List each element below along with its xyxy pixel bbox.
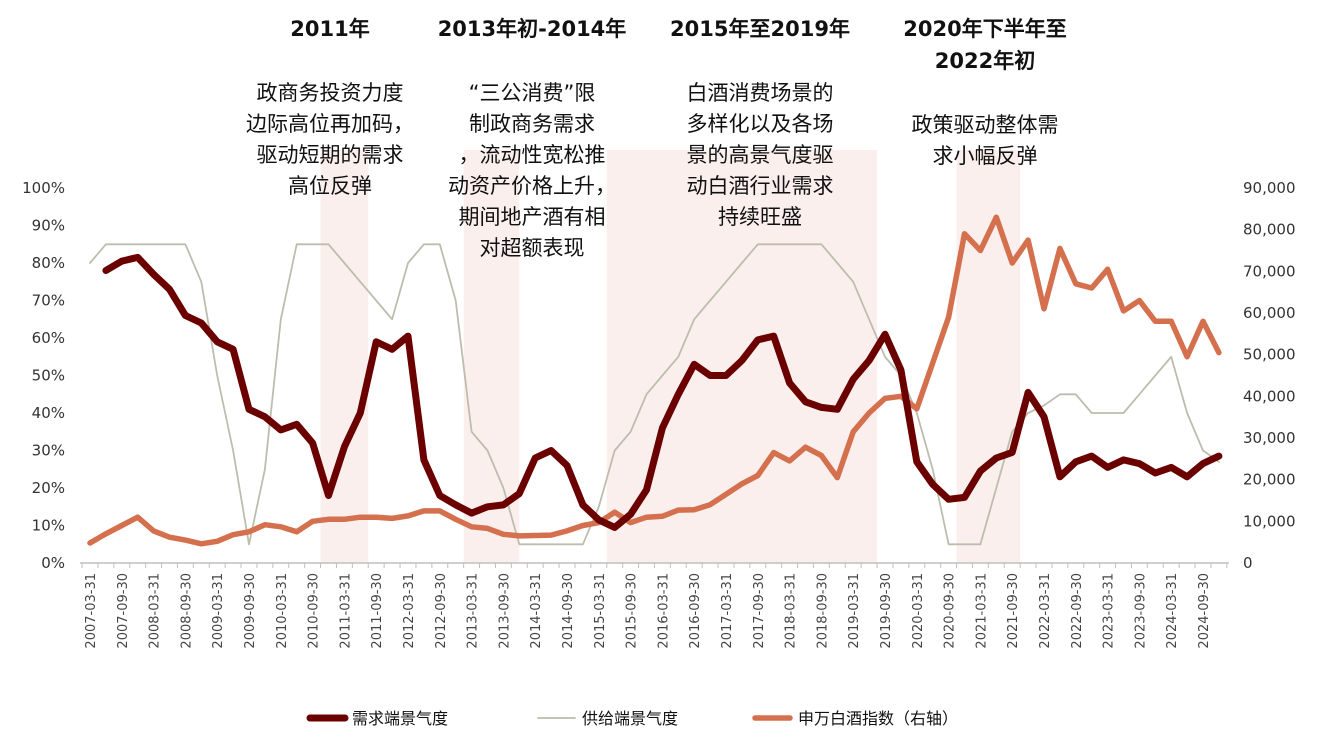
x-tick-label: 2023-03-31 xyxy=(1102,573,1117,649)
x-tick-label: 2013-09-30 xyxy=(497,573,512,649)
x-tick-label: 2021-03-31 xyxy=(974,573,989,649)
y-left-tick-label: 0% xyxy=(41,554,65,572)
legend-label: 供给端景气度 xyxy=(582,709,678,728)
y-right-tick-label: 60,000 xyxy=(1243,304,1296,322)
x-tick-label: 2007-09-30 xyxy=(116,573,131,649)
x-tick-label: 2014-03-31 xyxy=(529,573,544,649)
annotation-text: 驱动短期的需求 xyxy=(257,143,404,167)
annotation-text: 多样化以及各场 xyxy=(687,112,834,136)
y-right-tick-label: 30,000 xyxy=(1243,429,1296,447)
shaded-period xyxy=(956,150,1021,563)
series-line-1 xyxy=(89,243,1220,546)
annotation-title: 2011年 xyxy=(290,17,369,41)
y-right-tick-label: 90,000 xyxy=(1243,179,1296,197)
annotation-title: 2015年至2019年 xyxy=(670,17,850,41)
annotation-text: 白酒消费场景的 xyxy=(687,81,834,105)
x-tick-label: 2012-03-31 xyxy=(402,573,417,649)
annotation-text: 政策驱动整体需 xyxy=(912,113,1059,137)
annotation-text: 政商务投资力度 xyxy=(257,81,404,105)
annotation-text: 边际高位再加码， xyxy=(246,112,414,136)
y-right-tick-label: 50,000 xyxy=(1243,346,1296,364)
annotation-text: 动资产价格上升， xyxy=(448,174,616,198)
x-tick-label: 2011-09-30 xyxy=(370,573,385,649)
annotation-text: 期间地产酒有相 xyxy=(459,205,606,229)
annotation-title: 2013年初-2014年 xyxy=(438,17,627,41)
y-right-tick-label: 80,000 xyxy=(1243,221,1296,239)
x-tick-label: 2022-03-31 xyxy=(1038,573,1053,649)
x-tick-label: 2022-09-30 xyxy=(1070,573,1085,649)
shaded-periods xyxy=(320,150,1021,563)
y-left-tick-label: 90% xyxy=(32,217,65,235)
x-tick-label: 2024-09-30 xyxy=(1197,573,1212,649)
x-tick-label: 2015-09-30 xyxy=(625,573,640,649)
series-line-0 xyxy=(102,253,1223,531)
legend: 需求端景气度 供给端景气度 申万白酒指数（右轴） xyxy=(306,709,958,728)
x-tick-label: 2010-03-31 xyxy=(275,573,290,649)
y-left-tick-label: 30% xyxy=(32,442,65,460)
y-right-tick-label: 10,000 xyxy=(1243,512,1296,530)
annotation-text: ，流动性宽松推 xyxy=(459,143,606,167)
axes: 2007-03-31 2007-09-30 2008-03-31 2008-09-30… xyxy=(22,179,1295,649)
x-tick-label: 2010-09-30 xyxy=(307,573,322,649)
legend-label: 申万白酒指数（右轴） xyxy=(798,709,958,728)
x-tick-label: 2017-09-30 xyxy=(752,573,767,649)
annotation-text: 制政商务需求 xyxy=(469,112,595,136)
y-right-tick-label: 0 xyxy=(1243,554,1253,572)
x-tick-label: 2019-03-31 xyxy=(847,573,862,649)
x-tick-label: 2015-03-31 xyxy=(593,573,608,649)
series-line-2 xyxy=(87,214,1222,547)
x-tick-label: 2012-09-30 xyxy=(434,573,449,649)
y-left-tick-label: 100% xyxy=(22,179,65,197)
annotation-text: 持续旺盛 xyxy=(718,205,802,229)
x-tick-label: 2009-03-31 xyxy=(211,573,226,649)
annotation-title: 2022年初 xyxy=(935,49,1035,73)
y-left-tick-label: 80% xyxy=(32,254,65,272)
shaded-period xyxy=(463,150,520,563)
x-tick-label: 2011-03-31 xyxy=(338,573,353,649)
x-tick-label: 2020-03-31 xyxy=(911,573,926,649)
series-lines xyxy=(87,214,1223,547)
x-tick-label: 2018-09-30 xyxy=(815,573,830,649)
annotation-text: 对超额表现 xyxy=(480,236,585,260)
x-tick-label: 2009-09-30 xyxy=(243,573,258,649)
x-tick-label: 2016-09-30 xyxy=(688,573,703,649)
annotation-title: 2020年下半年至 xyxy=(903,17,1066,41)
y-left-tick-label: 10% xyxy=(32,517,65,535)
x-tick-label: 2019-09-30 xyxy=(879,573,894,649)
x-tick-label: 2008-09-30 xyxy=(179,573,194,649)
x-tick-label: 2013-03-31 xyxy=(466,573,481,649)
annotation-text: 动白酒行业需求 xyxy=(687,174,834,198)
x-tick-label: 2007-03-31 xyxy=(84,573,99,649)
x-tick-label: 2016-03-31 xyxy=(656,573,671,649)
y-left-tick-label: 60% xyxy=(32,329,65,347)
shaded-period xyxy=(320,150,369,563)
annotation-text: 求小幅反弹 xyxy=(933,144,1038,168)
x-tick-label: 2018-03-31 xyxy=(784,573,799,649)
y-right-tick-label: 20,000 xyxy=(1243,471,1296,489)
annotation-text: 高位反弹 xyxy=(288,174,372,198)
x-tick-label: 2021-09-30 xyxy=(1006,573,1021,649)
x-tick-label: 2024-03-31 xyxy=(1165,573,1180,649)
legend-label: 需求端景气度 xyxy=(352,709,448,728)
x-tick-label: 2020-09-30 xyxy=(943,573,958,649)
x-tick-label: 2023-09-30 xyxy=(1133,573,1148,649)
x-tick-label: 2017-03-31 xyxy=(720,573,735,649)
y-right-tick-label: 70,000 xyxy=(1243,262,1296,280)
annotation-text: 景的高景气度驱 xyxy=(687,143,834,167)
x-tick-label: 2014-09-30 xyxy=(561,573,576,649)
y-left-tick-label: 40% xyxy=(32,404,65,422)
y-left-tick-label: 70% xyxy=(32,292,65,310)
annotation-text: “三公消费”限 xyxy=(469,81,596,105)
x-tick-label: 2008-03-31 xyxy=(148,573,163,649)
y-left-tick-label: 20% xyxy=(32,479,65,497)
y-right-tick-label: 40,000 xyxy=(1243,387,1296,405)
y-left-tick-label: 50% xyxy=(32,367,65,385)
